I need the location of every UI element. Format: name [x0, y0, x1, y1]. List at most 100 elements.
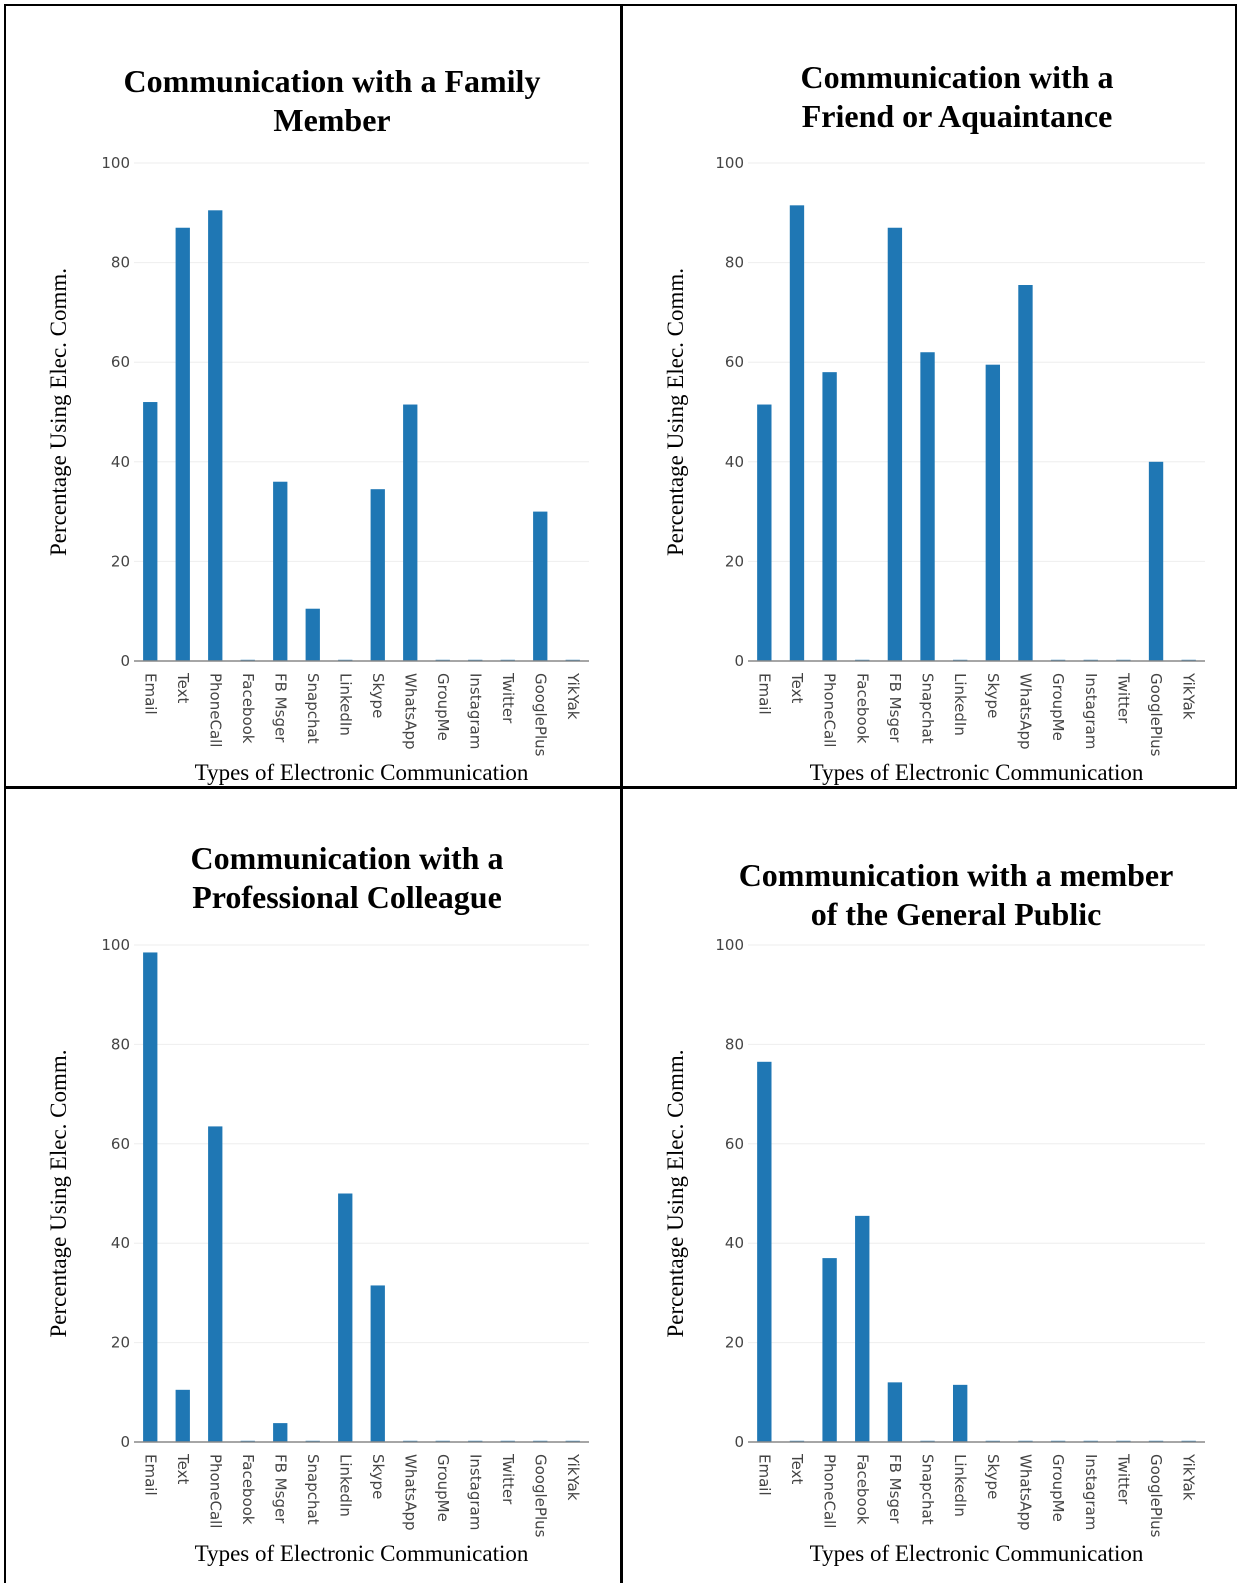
- y-tick-label: 20: [111, 1334, 130, 1352]
- x-tick-label: Instagram: [1082, 1454, 1100, 1530]
- chart-title: Communication with a: [801, 59, 1114, 95]
- x-axis-label: Types of Electronic Communication: [195, 760, 529, 785]
- chart-panel-friend: Communication with a Friend or Aquaintanc…: [623, 6, 1237, 786]
- x-tick-label: Instagram: [1082, 673, 1100, 749]
- x-tick-label: FB Msger: [271, 673, 289, 743]
- bar: [273, 1423, 288, 1442]
- x-axis-label: Types of Electronic Communication: [810, 760, 1144, 785]
- x-tick-label: LinkedIn: [951, 673, 969, 736]
- x-tick-label: Twitter: [1114, 1453, 1132, 1505]
- bar: [757, 1061, 772, 1442]
- x-tick-label: Skype: [984, 673, 1002, 718]
- y-axis-label: Percentage Using Elec. Comm.: [46, 268, 71, 556]
- x-tick-label: Email: [141, 1454, 159, 1496]
- bar: [175, 227, 190, 662]
- x-tick-label: GroupMe: [1049, 1454, 1067, 1522]
- y-tick-label: 80: [725, 1035, 744, 1053]
- chart-title: Communication with a member: [739, 857, 1174, 893]
- bar: [370, 1285, 385, 1442]
- x-tick-label: Facebook: [853, 673, 871, 744]
- x-tick-label: GroupMe: [1049, 673, 1067, 741]
- chart-panel-colleague: Communication with a Professional Colleag…: [6, 789, 621, 1579]
- x-tick-label: Snapchat: [304, 673, 322, 744]
- border-left: [4, 4, 6, 1583]
- chart-title: Friend or Aquaintance: [802, 98, 1113, 134]
- x-tick-label: Skype: [369, 1454, 387, 1499]
- y-tick-label: 100: [715, 936, 744, 954]
- bar: [208, 210, 223, 661]
- x-axis-label: Types of Electronic Communication: [195, 1541, 529, 1566]
- x-tick-label: Text: [788, 1453, 806, 1484]
- bar: [887, 227, 903, 662]
- x-tick-label: Instagram: [466, 1454, 484, 1530]
- x-tick-label: Skype: [369, 673, 387, 718]
- y-tick-label: 20: [725, 1334, 744, 1352]
- x-tick-label: Twitter: [499, 672, 517, 724]
- chart-title: Communication with a: [191, 840, 504, 876]
- x-tick-label: Text: [788, 672, 806, 703]
- divider-horizontal: [4, 786, 1237, 789]
- y-axis-label: Percentage Using Elec. Comm.: [663, 268, 688, 556]
- y-tick-label: 40: [725, 1234, 744, 1252]
- bar: [533, 511, 548, 661]
- x-tick-label: Snapchat: [919, 673, 937, 744]
- divider-vertical: [620, 4, 623, 1583]
- bar: [855, 1215, 870, 1442]
- x-tick-label: WhatsApp: [1016, 1454, 1034, 1531]
- y-tick-label: 40: [111, 1234, 130, 1252]
- x-tick-label: FB Msger: [271, 1454, 289, 1524]
- y-tick-label: 0: [120, 1433, 130, 1451]
- x-tick-label: YikYak: [564, 672, 582, 720]
- x-tick-label: GooglePlus: [531, 673, 549, 757]
- bar: [143, 952, 158, 1442]
- border-right: [1235, 4, 1237, 787]
- x-tick-label: FB Msger: [886, 1454, 904, 1524]
- x-tick-label: PhoneCall: [821, 1454, 839, 1528]
- bar: [370, 489, 385, 661]
- bar: [757, 404, 772, 661]
- bar: [305, 608, 320, 661]
- y-axis-label: Percentage Using Elec. Comm.: [46, 1049, 71, 1337]
- x-tick-label: LinkedIn: [336, 673, 354, 736]
- x-tick-label: GooglePlus: [531, 1454, 549, 1538]
- x-tick-label: Text: [174, 1453, 192, 1484]
- y-tick-label: 60: [111, 353, 130, 371]
- x-tick-label: YikYak: [564, 1453, 582, 1501]
- x-tick-label: GooglePlus: [1147, 673, 1165, 757]
- chart-title: of the General Public: [811, 896, 1102, 932]
- y-tick-label: 60: [111, 1135, 130, 1153]
- y-tick-label: 80: [111, 1035, 130, 1053]
- bar: [273, 481, 288, 661]
- x-tick-label: GroupMe: [434, 1454, 452, 1522]
- bar: [143, 402, 158, 661]
- x-tick-label: LinkedIn: [336, 1454, 354, 1517]
- y-tick-label: 60: [725, 353, 744, 371]
- y-tick-label: 40: [111, 453, 130, 471]
- x-tick-label: Snapchat: [304, 1454, 322, 1525]
- y-tick-label: 0: [120, 652, 130, 670]
- x-tick-label: FB Msger: [886, 673, 904, 743]
- x-tick-label: GroupMe: [434, 673, 452, 741]
- x-tick-label: Skype: [984, 1454, 1002, 1499]
- chart-title: Professional Colleague: [192, 879, 502, 915]
- bar: [338, 1193, 353, 1442]
- bar: [822, 372, 837, 661]
- y-tick-label: 60: [725, 1135, 744, 1153]
- x-tick-label: Twitter: [499, 1453, 517, 1505]
- x-tick-label: Email: [141, 673, 159, 715]
- y-tick-label: 100: [101, 936, 130, 954]
- x-tick-label: Facebook: [239, 673, 257, 744]
- y-tick-label: 100: [101, 154, 130, 172]
- y-tick-label: 100: [715, 154, 744, 172]
- y-tick-label: 0: [734, 652, 744, 670]
- x-tick-label: PhoneCall: [206, 673, 224, 747]
- y-tick-label: 80: [725, 254, 744, 272]
- x-tick-label: Facebook: [853, 1454, 871, 1525]
- bar: [920, 352, 935, 661]
- chart-title: Communication with a Family: [124, 63, 541, 99]
